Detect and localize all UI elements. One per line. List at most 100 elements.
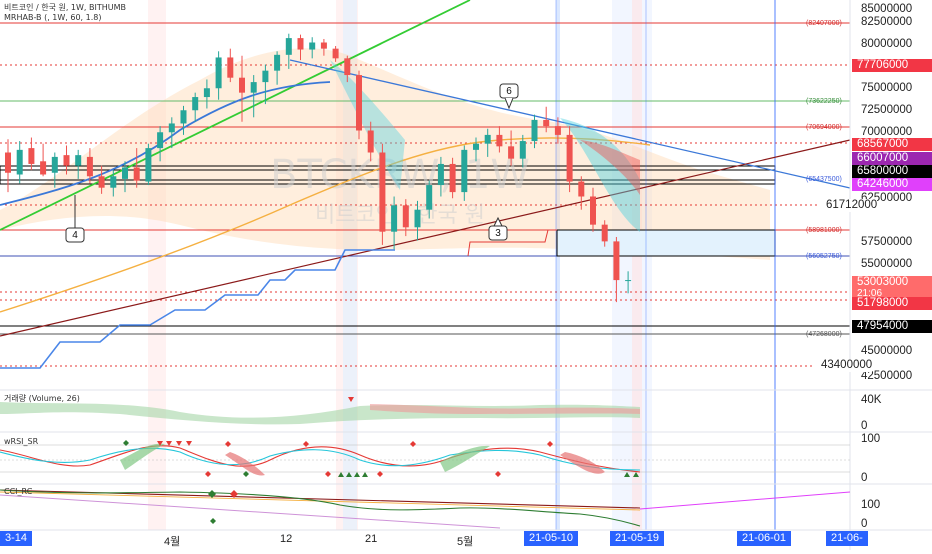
price-axis-label: 80000000 (861, 38, 913, 50)
candle-body (344, 58, 351, 76)
candle-body (145, 148, 152, 182)
indicator-title: MRHAB-B (, 1W, 60, 1.8) (4, 13, 102, 22)
candle-body (203, 88, 210, 98)
level-lines (0, 22, 850, 367)
price-tag: 66007000 (852, 152, 932, 165)
candle-body (601, 224, 608, 242)
time-axis-label: 21 (365, 533, 378, 545)
cci-title: CCI_RC (4, 487, 33, 496)
price-tag: 77706000 (852, 59, 932, 72)
candle-body (28, 148, 35, 164)
price-axis-label: 70000000 (861, 126, 913, 138)
candle-body (414, 209, 421, 228)
candle-body (391, 205, 398, 232)
volume-title: 거래량 (Volume, 26) (4, 394, 80, 403)
candle-body (554, 126, 561, 135)
candle-body (110, 176, 117, 188)
candle-body (379, 152, 386, 232)
time-axis-label: 3-14 (0, 531, 33, 546)
candle-body (215, 57, 222, 89)
candle-body (192, 97, 199, 111)
candle-body (168, 123, 175, 133)
candle-body (75, 155, 82, 166)
time-axis-label: 21-06- (826, 531, 868, 546)
candle-body (461, 149, 468, 193)
candle-body (86, 156, 93, 177)
rsi-axis-label: 0 (861, 472, 868, 484)
cci-panel (0, 489, 851, 529)
watermark-name: 비트코인 / 한국 원 (315, 203, 485, 228)
price-axis-label: 55000000 (861, 258, 913, 270)
candle-body (426, 185, 433, 210)
cci-axis-label: 0 (861, 518, 868, 530)
candle-body (5, 152, 11, 173)
cci-axis-label: 100 (861, 499, 881, 511)
candle-body (356, 75, 362, 131)
level-label: (56052750) (806, 253, 842, 260)
candle-body (531, 119, 538, 142)
time-axis-label: 12 (280, 533, 293, 545)
time-axis-label: 4월 (164, 536, 181, 548)
price-axis-label: 45000000 (861, 345, 913, 357)
price-axis-label: 61712000 (817, 199, 878, 212)
candle-body (250, 82, 257, 93)
candle-body (309, 42, 316, 50)
candle-body (122, 167, 128, 179)
price-axis-label: 57500000 (861, 236, 913, 248)
wave-label-4: 4 (65, 195, 85, 243)
price-tag: 68567000 (852, 138, 932, 151)
time-axis-label: 21-06-01 (737, 531, 792, 546)
level-label: (73622250) (806, 98, 842, 105)
candle-body (320, 42, 327, 49)
candle-body (51, 156, 58, 173)
symbol-title: 비트코인 / 한국 원, 1W, BITHUMB (4, 3, 127, 12)
rsi-title: wRSI_SR (4, 437, 39, 446)
candle-body (274, 54, 281, 71)
candle-body (578, 181, 585, 197)
svg-text:6: 6 (506, 86, 512, 97)
time-axis-label: 21-05-10 (524, 531, 579, 546)
candle-body (625, 280, 632, 282)
price-axis-label: 75000000 (861, 82, 913, 94)
volume-axis-label: 40K (861, 394, 882, 406)
volume-axis-label: 0 (861, 420, 868, 432)
candle-body (367, 130, 374, 153)
candle-body (449, 163, 456, 193)
candle-body (16, 149, 23, 175)
price-candles (5, 33, 632, 303)
candle-body (40, 161, 47, 175)
price-axis-label: 72500000 (861, 104, 913, 116)
candle-body (484, 134, 491, 144)
svg-text:3: 3 (495, 228, 501, 239)
level-label: (58981000) (806, 227, 842, 234)
wave-label-3: 3 (488, 216, 508, 241)
candle-body (157, 132, 164, 149)
price-axis-label: 43400000 (812, 359, 873, 372)
volume-panel (0, 397, 640, 425)
level-label: (82407000) (806, 20, 842, 27)
rsi-panel (0, 440, 850, 477)
price-axis-label: 42500000 (861, 370, 913, 382)
candle-body (473, 143, 479, 150)
candle-body (227, 57, 234, 78)
candle-body (508, 146, 515, 159)
candle-body (133, 167, 140, 181)
candle-body (496, 134, 503, 147)
candle-body (543, 119, 550, 127)
candle-body (437, 163, 444, 186)
watermark-symbol: BTCKRW, 1W (270, 152, 530, 198)
price-tag-current: 53003000 21:06 (852, 276, 932, 300)
price-axis-label: 85000000 (861, 3, 913, 15)
price-tag: 51798000 (852, 297, 932, 310)
candle-body (332, 48, 339, 59)
time-axis-label: 21-05-19 (610, 531, 665, 546)
candle-body (519, 141, 526, 159)
price-axis-label: 82500000 (861, 16, 913, 28)
price-tag: 47954000 (852, 320, 932, 333)
candle-body (98, 176, 105, 188)
candle-body (180, 110, 187, 124)
level-label: (47268000) (806, 331, 842, 338)
candle-body (566, 134, 573, 182)
